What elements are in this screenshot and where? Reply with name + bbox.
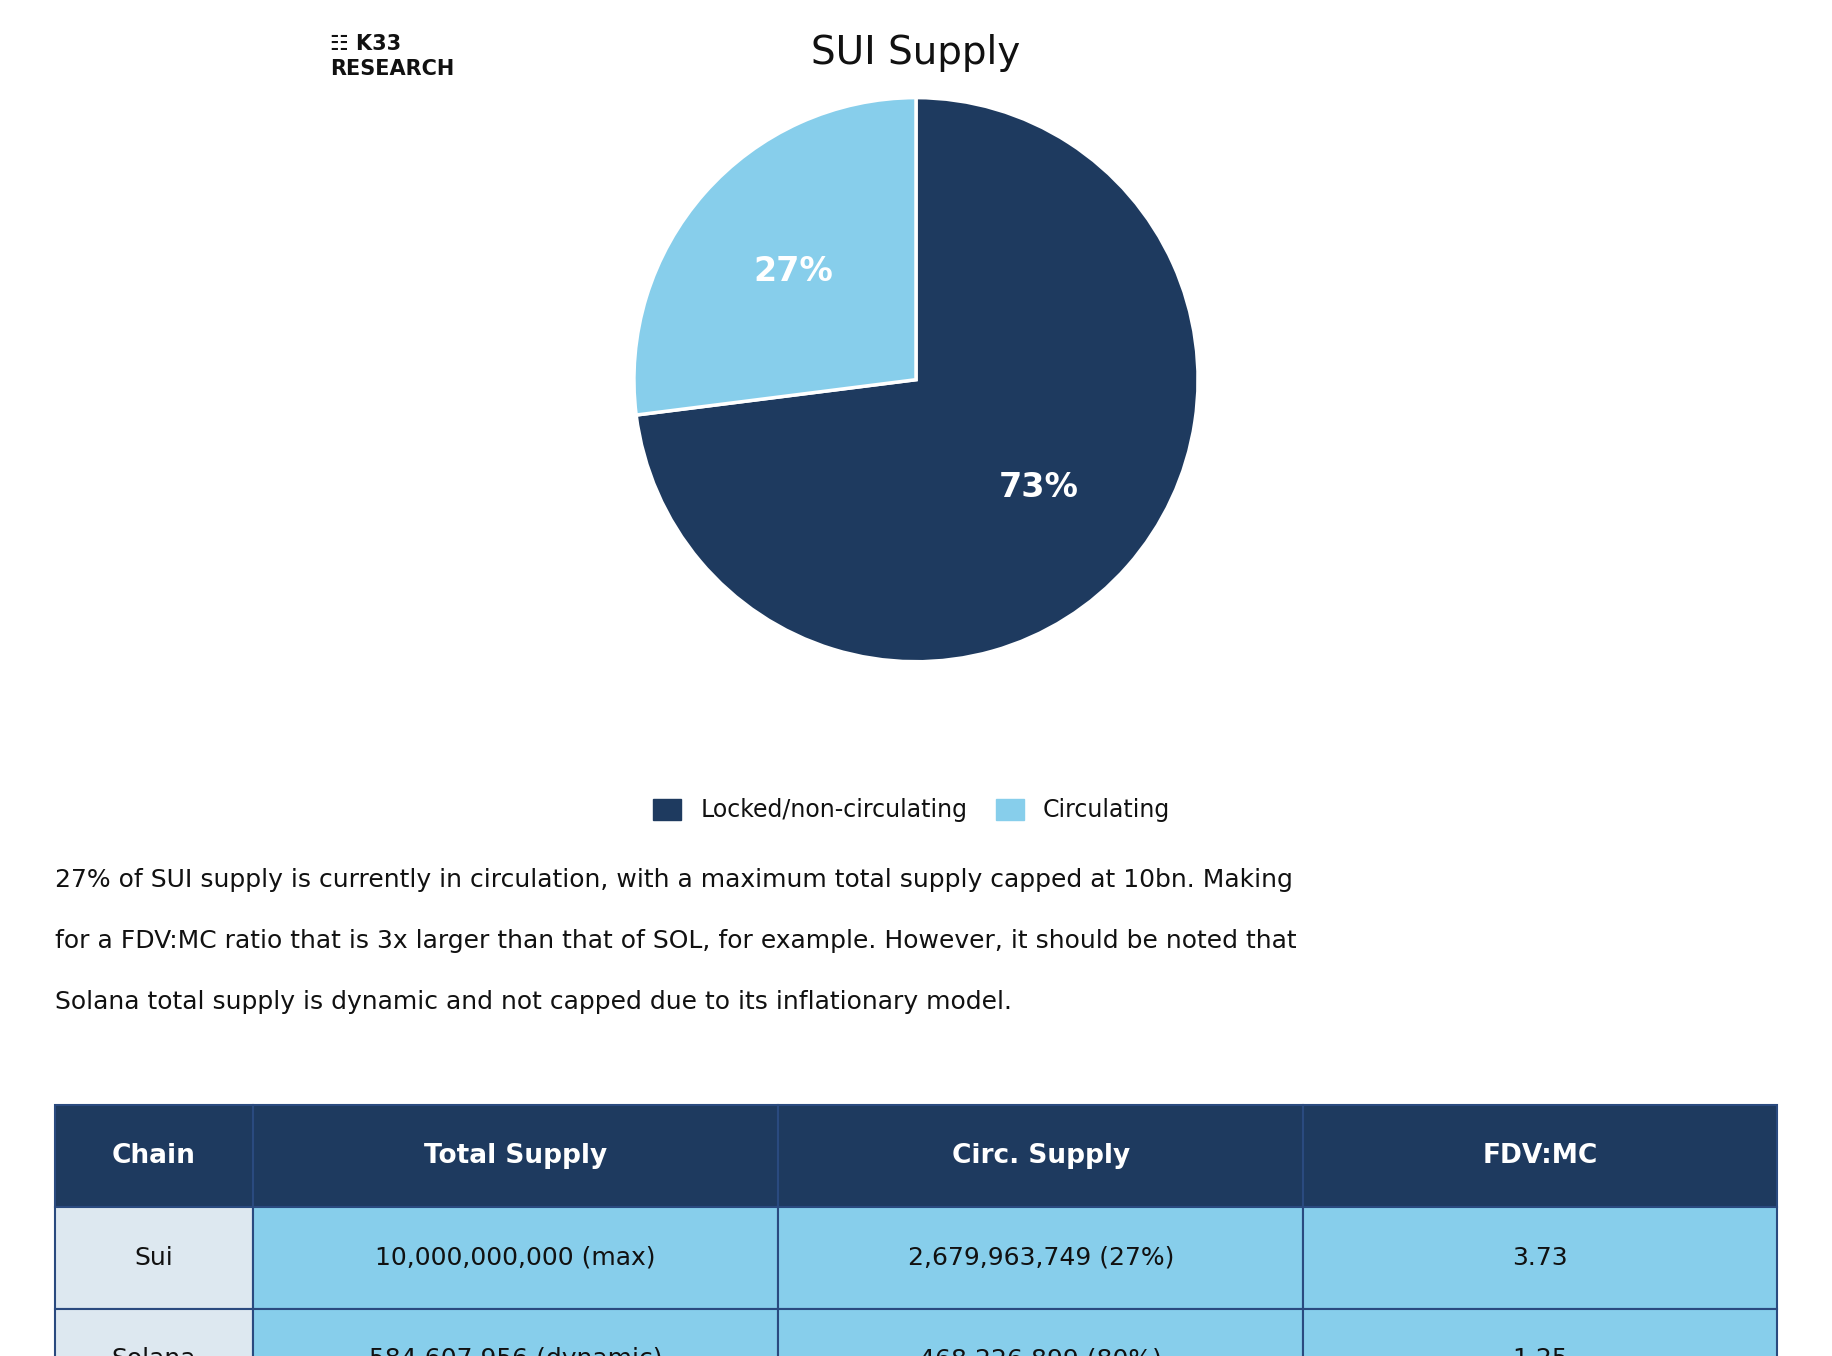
FancyBboxPatch shape (1304, 1105, 1777, 1207)
FancyBboxPatch shape (253, 1105, 779, 1207)
FancyBboxPatch shape (55, 1105, 253, 1207)
Text: Sui: Sui (134, 1246, 174, 1269)
FancyBboxPatch shape (253, 1309, 779, 1356)
Text: 27% of SUI supply is currently in circulation, with a maximum total supply cappe: 27% of SUI supply is currently in circul… (55, 868, 1293, 892)
Text: 2,679,963,749 (27%): 2,679,963,749 (27%) (907, 1246, 1174, 1269)
Text: for a FDV:MC ratio that is 3x larger than that of SOL, for example. However, it : for a FDV:MC ratio that is 3x larger tha… (55, 929, 1297, 953)
FancyBboxPatch shape (253, 1207, 779, 1309)
FancyBboxPatch shape (779, 1309, 1303, 1356)
Text: 1.25: 1.25 (1513, 1348, 1568, 1356)
Text: 3.73: 3.73 (1513, 1246, 1568, 1269)
FancyBboxPatch shape (779, 1207, 1303, 1309)
Text: 73%: 73% (998, 472, 1079, 504)
Legend: Locked/non-circulating, Circulating: Locked/non-circulating, Circulating (652, 799, 1171, 822)
Text: FDV:MC: FDV:MC (1482, 1143, 1598, 1169)
Text: Circ. Supply: Circ. Supply (953, 1143, 1130, 1169)
Text: SUI Supply: SUI Supply (812, 34, 1020, 72)
Wedge shape (636, 98, 1198, 662)
FancyBboxPatch shape (55, 1309, 253, 1356)
Text: Solana: Solana (112, 1348, 196, 1356)
Text: Solana total supply is dynamic and not capped due to its inflationary model.: Solana total supply is dynamic and not c… (55, 990, 1011, 1014)
FancyBboxPatch shape (779, 1105, 1303, 1207)
Text: 468,226,899 (80%): 468,226,899 (80%) (920, 1348, 1161, 1356)
Wedge shape (634, 98, 916, 415)
Text: Chain: Chain (112, 1143, 196, 1169)
Text: 27%: 27% (753, 255, 834, 287)
Text: Total Supply: Total Supply (423, 1143, 606, 1169)
FancyBboxPatch shape (55, 1207, 253, 1309)
Text: 584,607,956 (dynamic): 584,607,956 (dynamic) (368, 1348, 663, 1356)
Text: ☷ K33
RESEARCH: ☷ K33 RESEARCH (330, 34, 454, 79)
Text: 10,000,000,000 (max): 10,000,000,000 (max) (376, 1246, 656, 1269)
FancyBboxPatch shape (1304, 1309, 1777, 1356)
FancyBboxPatch shape (1304, 1207, 1777, 1309)
